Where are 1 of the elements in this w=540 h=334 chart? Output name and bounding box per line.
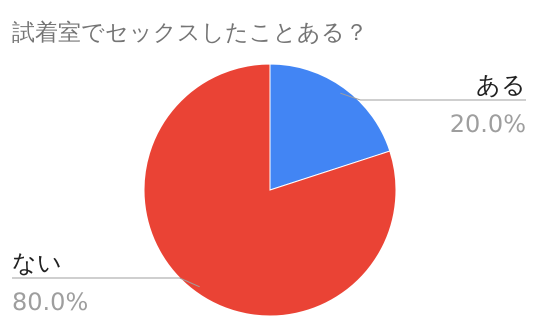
title: 試着室でセックスしたことある？ <box>12 20 368 46</box>
